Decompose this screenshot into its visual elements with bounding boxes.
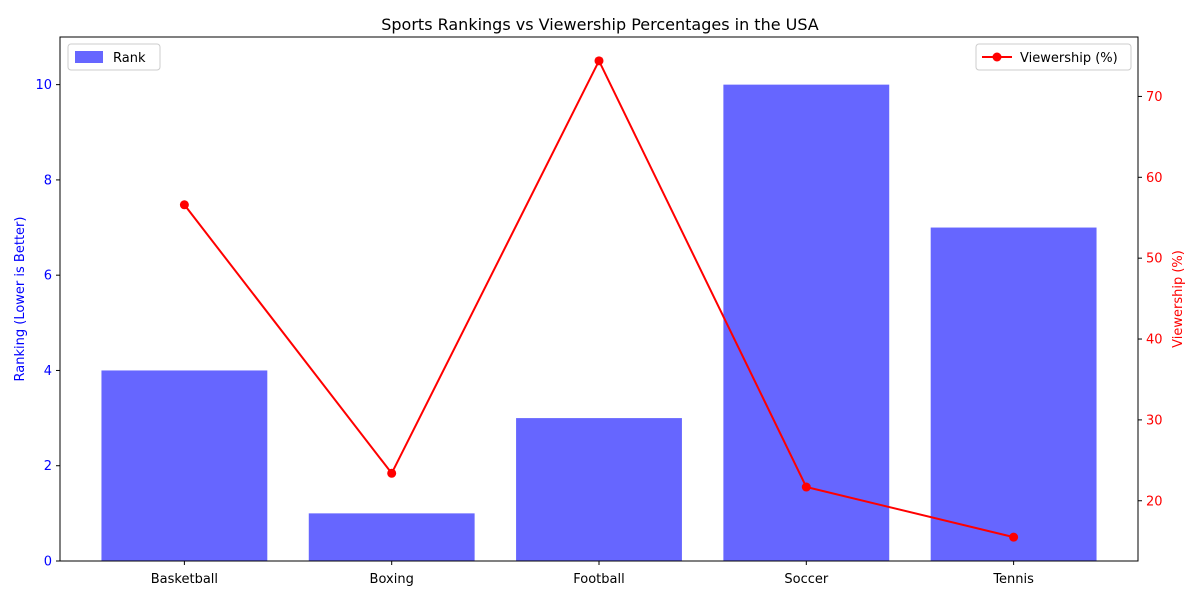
chart-title: Sports Rankings vs Viewership Percentage… (381, 15, 819, 34)
legend-rank-swatch (75, 51, 103, 63)
viewership-point-basketball (179, 200, 189, 210)
right-y-axis: 20 30 40 50 60 70 (1138, 90, 1163, 509)
bar-soccer (723, 84, 890, 562)
left-y-tick-label: 6 (44, 269, 52, 284)
bar-tennis (930, 227, 1097, 561)
right-y-tick-label: 20 (1146, 494, 1163, 509)
bar-basketball (101, 370, 268, 561)
legend-viewership-label: Viewership (%) (1020, 51, 1118, 66)
legend-rank-label: Rank (113, 51, 146, 66)
legend-viewership-marker (992, 52, 1002, 62)
bars-layer (101, 84, 1097, 562)
left-y-tick-label: 0 (44, 555, 52, 570)
right-y-tick-label: 50 (1146, 252, 1163, 267)
viewership-point-soccer (801, 482, 811, 492)
x-tick-label: Basketball (151, 572, 218, 587)
viewership-point-football (594, 56, 604, 66)
bar-football (516, 418, 682, 561)
left-axis-label: Ranking (Lower is Better) (13, 217, 28, 382)
bar-boxing (308, 513, 475, 561)
left-y-tick-label: 8 (44, 173, 52, 188)
right-y-tick-label: 60 (1146, 171, 1163, 186)
x-axis: Basketball Boxing Football Soccer Tennis (151, 561, 1034, 587)
left-y-axis: 0 2 4 6 8 10 (35, 78, 60, 570)
x-tick-label: Boxing (370, 572, 414, 587)
right-y-tick-label: 40 (1146, 333, 1163, 348)
x-tick-label: Tennis (992, 572, 1034, 587)
viewership-line-layer (179, 56, 1019, 542)
right-y-tick-label: 70 (1146, 90, 1163, 105)
x-tick-label: Soccer (784, 572, 828, 587)
legend-rank: Rank (67, 43, 161, 71)
legend-viewership: Viewership (%) (975, 43, 1132, 71)
right-axis-label: Viewership (%) (1171, 250, 1186, 348)
left-y-tick-label: 10 (35, 78, 52, 93)
viewership-point-boxing (387, 468, 397, 478)
right-y-tick-label: 30 (1146, 413, 1163, 428)
viewership-point-tennis (1009, 532, 1019, 542)
left-y-tick-label: 4 (44, 364, 52, 379)
x-tick-label: Football (573, 572, 624, 587)
left-y-tick-label: 2 (44, 459, 52, 474)
